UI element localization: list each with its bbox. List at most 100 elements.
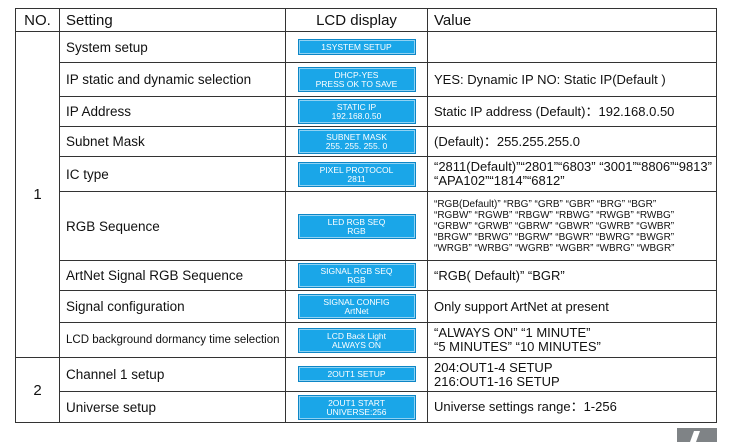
value-line: “RGBW” “RGWB” “RBGW” “RBWG” “RWGB” “RWBG… bbox=[434, 209, 675, 221]
table-row: IC type PIXEL PROTOCOL 2811 “2811(Default… bbox=[16, 156, 717, 192]
header-value: Value bbox=[427, 8, 717, 32]
table-row: LCD background dormancy time selection L… bbox=[16, 322, 717, 358]
lcd-line: STATIC IP bbox=[336, 102, 377, 112]
setting-name: Channel 1 setup bbox=[59, 357, 286, 392]
setting-name: Signal configuration bbox=[59, 290, 286, 323]
value-line: Static IP address (Default)：192.168.0.50 bbox=[434, 103, 675, 119]
value-line: “RGB( Default)” “BGR” bbox=[434, 267, 565, 283]
header-lcd-display: LCD display bbox=[285, 8, 428, 32]
table-row: 2 Channel 1 setup 2OUT1 SETUP 204:OUT1-4… bbox=[15, 357, 717, 423]
lcd-line: ArtNet bbox=[344, 306, 369, 316]
lcd-line: 2OUT1 SETUP bbox=[327, 369, 386, 380]
lcd-line: LCD Back Light bbox=[326, 330, 387, 341]
value-line: “RGB(Default)” “RBG” “GRB” “GBR” “BRG” “… bbox=[434, 198, 657, 210]
setting-name: LCD background dormancy time selection bbox=[59, 322, 286, 358]
lcd-line: 1SYSTEM SETUP bbox=[321, 41, 392, 52]
lcd-line: PIXEL PROTOCOL bbox=[319, 164, 394, 175]
lcd-line: PRESS OK TO SAVE bbox=[315, 79, 398, 89]
lcd-cell: DHCP-YES PRESS OK TO SAVE bbox=[285, 62, 428, 97]
lcd-display-button[interactable]: DHCP-YES PRESS OK TO SAVE bbox=[298, 68, 415, 91]
lcd-cell: 2OUT1 SETUP bbox=[285, 357, 428, 392]
setting-name: ArtNet Signal RGB Sequence bbox=[59, 260, 286, 291]
lcd-display-button[interactable]: SIGNAL CONFIG ArtNet bbox=[298, 295, 415, 318]
lcd-line: SUBNET MASK bbox=[326, 132, 387, 142]
settings-table: NO. Setting LCD display Value 1 System s… bbox=[15, 8, 717, 423]
page-corner-tab bbox=[677, 428, 717, 442]
lcd-line: ALWAYS ON bbox=[332, 339, 381, 350]
table-row: RGB Sequence LED RGB SEQ RGB “RGB(Default… bbox=[16, 191, 717, 261]
lcd-line: LED RGB SEQ bbox=[327, 216, 386, 227]
lcd-display-button[interactable]: SIGNAL RGB SEQ RGB bbox=[298, 264, 415, 287]
value-line: “5 MINUTES” “10 MINUTES” bbox=[434, 339, 601, 354]
setting-name: IP static and dynamic selection bbox=[59, 62, 286, 97]
setting-value: Only support ArtNet at present bbox=[427, 290, 717, 323]
setting-name: RGB Sequence bbox=[59, 191, 286, 261]
value-line: “APA102”“1814”“6812” bbox=[434, 173, 565, 188]
lcd-line: SIGNAL RGB SEQ bbox=[320, 266, 393, 276]
setting-value: YES: Dynamic IP NO: Static IP(Default ) bbox=[427, 62, 717, 97]
table-row: ArtNet Signal RGB Sequence SIGNAL RGB SE… bbox=[16, 260, 717, 291]
value-line: “ALWAYS ON” “1 MINUTE” bbox=[434, 325, 591, 340]
header-row: NO. Setting LCD display Value bbox=[15, 8, 717, 32]
setting-value: “RGB(Default)” “RBG” “GRB” “GBR” “BRG” “… bbox=[427, 191, 717, 261]
setting-value: Universe settings range：1-256 bbox=[427, 391, 717, 423]
table-row: 1 System setup 1SYSTEM SETUP bbox=[15, 31, 717, 358]
value-line: (Default)：255.255.255.0 bbox=[434, 133, 580, 149]
header-no: NO. bbox=[15, 8, 60, 32]
setting-value: “ALWAYS ON” “1 MINUTE” “5 MINUTES” “10 MI… bbox=[427, 322, 717, 358]
value-line: Only support ArtNet at present bbox=[434, 298, 609, 314]
value-line: “GRBW” “GRWB” “GBRW” “GBWR” “GWRB” “GWBR… bbox=[434, 220, 675, 232]
header-setting: Setting bbox=[59, 8, 286, 32]
lcd-line: 2OUT1 START bbox=[328, 397, 385, 408]
value-line: “WRGB” “WRBG” “WGRB” “WGBR” “WBRG” “WBGR… bbox=[434, 242, 675, 254]
lcd-cell: SIGNAL RGB SEQ RGB bbox=[285, 260, 428, 291]
lcd-cell: LCD Back Light ALWAYS ON bbox=[285, 322, 428, 358]
lcd-cell: 2OUT1 START UNIVERSE:256 bbox=[285, 391, 428, 423]
value-line: “2811(Default)”“2801”“6803” “3001”“8806”… bbox=[434, 159, 712, 174]
lcd-display-button[interactable]: 2OUT1 START UNIVERSE:256 bbox=[298, 395, 415, 419]
table-row: Subnet Mask SUBNET MASK 255. 255. 255. 0 … bbox=[16, 126, 717, 157]
lcd-cell: STATIC IP 192.168.0.50 bbox=[285, 96, 428, 127]
setting-value: 204:OUT1-4 SETUP 216:OUT1-16 SETUP bbox=[427, 357, 717, 392]
setting-value: (Default)：255.255.255.0 bbox=[427, 126, 717, 157]
lcd-display-button[interactable]: SUBNET MASK 255. 255. 255. 0 bbox=[298, 130, 415, 153]
value-line: “BRGW” “BRWG” “BGRW” “BGWR” “BWRG” “BWGR… bbox=[434, 231, 675, 243]
setting-value: “RGB( Default)” “BGR” bbox=[427, 260, 717, 291]
group-number: 2 bbox=[15, 357, 60, 423]
setting-name: IC type bbox=[59, 156, 286, 192]
setting-value bbox=[427, 31, 717, 63]
lcd-line: RGB bbox=[347, 225, 366, 236]
lcd-line: 2811 bbox=[347, 173, 366, 184]
lcd-display-button[interactable]: 1SYSTEM SETUP bbox=[298, 39, 415, 54]
setting-name: Subnet Mask bbox=[59, 126, 286, 157]
table-row: IP static and dynamic selection DHCP-YES… bbox=[16, 62, 717, 97]
table-row: IP Address STATIC IP 192.168.0.50 Static … bbox=[16, 96, 717, 127]
table-row: Universe setup 2OUT1 START UNIVERSE:256 U… bbox=[16, 391, 717, 423]
table-row: Signal configuration SIGNAL CONFIG ArtNet… bbox=[16, 290, 717, 323]
lcd-line: RGB bbox=[347, 275, 366, 285]
lcd-cell: SIGNAL CONFIG ArtNet bbox=[285, 290, 428, 323]
lcd-line: 255. 255. 255. 0 bbox=[325, 141, 388, 151]
lcd-cell: PIXEL PROTOCOL 2811 bbox=[285, 156, 428, 192]
setting-name: System setup bbox=[59, 31, 286, 63]
lcd-display-button[interactable]: 2OUT1 SETUP bbox=[298, 367, 415, 382]
lcd-display-button[interactable]: LED RGB SEQ RGB bbox=[298, 214, 415, 238]
lcd-line: UNIVERSE:256 bbox=[326, 406, 387, 417]
setting-value: Static IP address (Default)：192.168.0.50 bbox=[427, 96, 717, 127]
lcd-display-button[interactable]: PIXEL PROTOCOL 2811 bbox=[298, 162, 415, 186]
lcd-cell: 1SYSTEM SETUP bbox=[285, 31, 428, 63]
lcd-line: SIGNAL CONFIG bbox=[323, 297, 390, 307]
value-line: YES: Dynamic IP NO: Static IP(Default ) bbox=[434, 71, 666, 87]
lcd-line: 192.168.0.50 bbox=[331, 111, 382, 121]
lcd-cell: SUBNET MASK 255. 255. 255. 0 bbox=[285, 126, 428, 157]
setting-value: “2811(Default)”“2801”“6803” “3001”“8806”… bbox=[427, 156, 717, 192]
setting-name: IP Address bbox=[59, 96, 286, 127]
lcd-display-button[interactable]: STATIC IP 192.168.0.50 bbox=[298, 100, 415, 123]
lcd-display-button[interactable]: LCD Back Light ALWAYS ON bbox=[298, 328, 415, 352]
group-number: 1 bbox=[15, 31, 60, 358]
value-line: 204:OUT1-4 SETUP bbox=[434, 359, 553, 375]
value-line: Universe settings range：1-256 bbox=[434, 399, 617, 414]
lcd-line: DHCP-YES bbox=[334, 70, 379, 80]
value-line: 216:OUT1-16 SETUP bbox=[434, 373, 560, 389]
lcd-cell: LED RGB SEQ RGB bbox=[285, 191, 428, 261]
